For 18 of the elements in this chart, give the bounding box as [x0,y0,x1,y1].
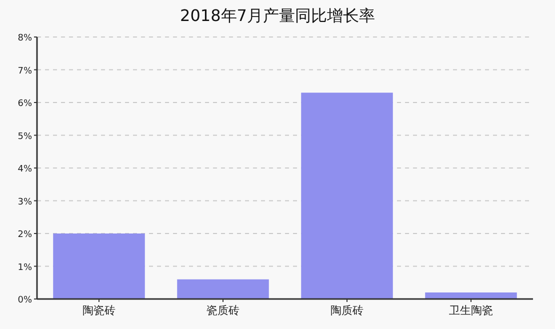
y-tick-label: 6% [18,99,32,109]
y-tick-label: 4% [18,164,32,174]
y-tick-label: 2% [18,230,32,240]
y-tick-label: 7% [18,66,32,76]
x-tick-label: 瓷质砖 [206,304,240,317]
y-tick-label: 0% [18,296,32,306]
y-tick-label: 8% [18,34,32,44]
x-tick-label: 陶质砖 [330,304,364,317]
bar [425,292,517,299]
bar [53,234,145,299]
bar [301,92,393,299]
y-tick-label: 5% [18,132,32,142]
x-tick-label: 陶瓷砖 [82,304,116,317]
chart-title: 2018年7月产量同比增长率 [180,6,375,25]
y-tick-label: 3% [18,197,32,208]
bar [177,279,269,299]
y-tick-label: 1% [18,262,32,273]
x-tick-label: 卫生陶瓷 [449,304,493,317]
